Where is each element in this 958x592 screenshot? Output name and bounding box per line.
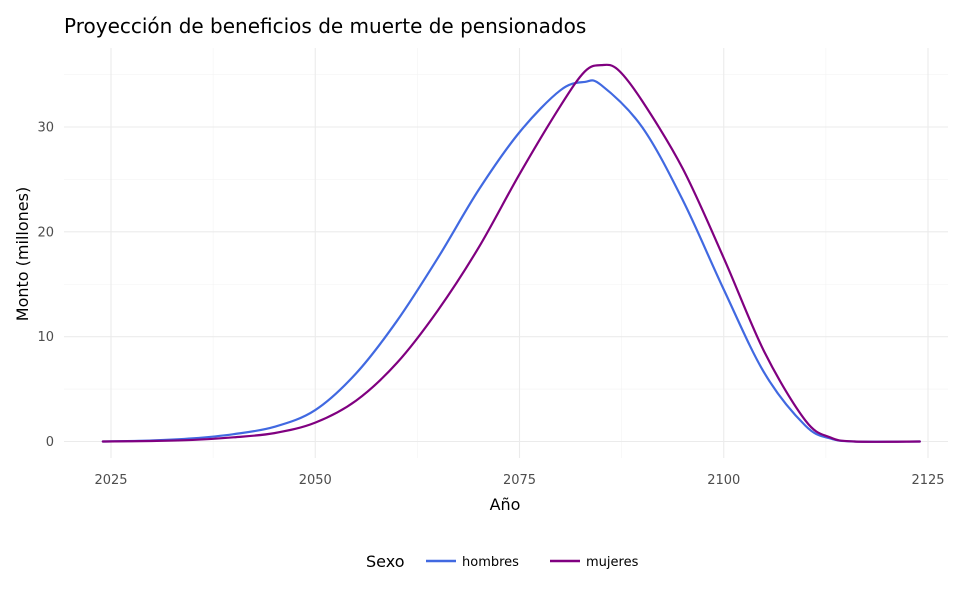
chart-title: Proyección de beneficios de muerte de pe… xyxy=(64,14,586,38)
legend-label-mujeres: mujeres xyxy=(586,555,639,570)
y-tick-labels: 0 10 20 30 xyxy=(37,121,54,451)
series-lines xyxy=(101,63,921,443)
y-tick-label: 0 xyxy=(46,435,54,450)
x-axis-title: Año xyxy=(490,495,521,514)
legend: Sexo hombres mujeres xyxy=(366,552,639,571)
series-line-hombres xyxy=(101,79,921,443)
x-tick-label: 2025 xyxy=(94,473,127,488)
x-tick-label: 2075 xyxy=(503,473,536,488)
x-tick-label: 2050 xyxy=(299,473,332,488)
y-axis-title: Monto (millones) xyxy=(13,187,32,321)
x-tick-label: 2100 xyxy=(707,473,740,488)
legend-title: Sexo xyxy=(366,552,404,571)
x-tick-labels: 2025 2050 2075 2100 2125 xyxy=(94,473,944,488)
y-tick-label: 20 xyxy=(37,225,54,240)
x-tick-label: 2125 xyxy=(911,473,944,488)
legend-label-hombres: hombres xyxy=(462,555,519,570)
y-tick-label: 10 xyxy=(37,330,54,345)
grid xyxy=(64,48,948,458)
series-line-mujeres xyxy=(101,63,921,443)
y-tick-label: 30 xyxy=(37,121,54,136)
